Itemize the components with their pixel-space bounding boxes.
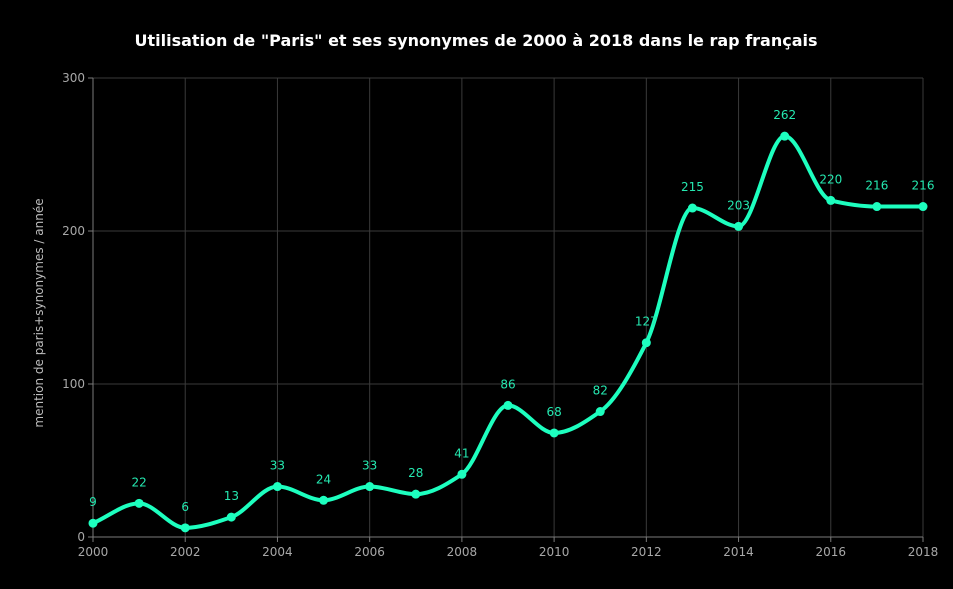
y-tick-label: 300 bbox=[62, 71, 85, 85]
data-point-2010[interactable] bbox=[549, 428, 559, 438]
data-label: 215 bbox=[681, 180, 704, 194]
x-tick-label: 2008 bbox=[447, 545, 478, 559]
data-label: 68 bbox=[546, 405, 561, 419]
data-point-2013[interactable] bbox=[687, 203, 697, 213]
data-label: 82 bbox=[593, 384, 608, 398]
data-label: 6 bbox=[181, 500, 189, 514]
data-label: 24 bbox=[316, 472, 331, 486]
data-points bbox=[88, 131, 928, 533]
data-label: 33 bbox=[270, 459, 285, 473]
data-point-2004[interactable] bbox=[272, 482, 282, 492]
data-point-2001[interactable] bbox=[134, 498, 144, 508]
data-label: 216 bbox=[865, 179, 888, 193]
axes bbox=[88, 77, 924, 542]
data-point-2016[interactable] bbox=[826, 195, 836, 205]
data-point-2009[interactable] bbox=[503, 400, 513, 410]
y-tick-label: 100 bbox=[62, 377, 85, 391]
data-point-2005[interactable] bbox=[319, 495, 329, 505]
data-point-2011[interactable] bbox=[595, 407, 605, 417]
x-tick-label: 2006 bbox=[354, 545, 385, 559]
y-axis-tick-labels: 0 100 200 300 bbox=[62, 71, 85, 544]
data-label: 220 bbox=[819, 172, 842, 186]
data-label: 127 bbox=[635, 315, 658, 329]
data-point-2008[interactable] bbox=[457, 469, 467, 479]
data-label: 86 bbox=[500, 377, 515, 391]
data-label: 262 bbox=[773, 108, 796, 122]
data-point-2012[interactable] bbox=[641, 338, 651, 348]
y-axis-title: mention de paris+synonymes / année bbox=[32, 198, 46, 427]
data-label: 13 bbox=[224, 489, 239, 503]
data-point-2003[interactable] bbox=[226, 512, 236, 522]
data-point-2006[interactable] bbox=[365, 482, 375, 492]
data-label: 41 bbox=[454, 446, 469, 460]
y-tick-label: 0 bbox=[77, 530, 85, 544]
y-tick-label: 200 bbox=[62, 224, 85, 238]
x-tick-label: 2010 bbox=[539, 545, 570, 559]
x-tick-label: 2014 bbox=[723, 545, 754, 559]
data-point-2000[interactable] bbox=[88, 518, 98, 528]
data-point-2007[interactable] bbox=[411, 489, 421, 499]
data-label: 28 bbox=[408, 466, 423, 480]
data-label: 203 bbox=[727, 198, 750, 212]
data-label: 216 bbox=[912, 179, 935, 193]
data-label: 33 bbox=[362, 459, 377, 473]
x-tick-label: 2000 bbox=[78, 545, 109, 559]
data-label: 22 bbox=[131, 475, 146, 489]
data-point-2018[interactable] bbox=[918, 202, 928, 212]
x-axis-tick-labels: 2000 2002 2004 2006 2008 2010 2012 2014 2016 2018 bbox=[78, 545, 939, 559]
x-tick-label: 2012 bbox=[631, 545, 662, 559]
data-labels: 9 22 6 13 33 24 33 28 41 86 68 82 127 215 203 262 220 216… bbox=[89, 108, 934, 514]
data-label: 9 bbox=[89, 495, 97, 509]
x-tick-label: 2016 bbox=[816, 545, 847, 559]
data-point-2015[interactable] bbox=[780, 131, 790, 141]
x-tick-label: 2002 bbox=[170, 545, 201, 559]
chart-title: Utilisation de "Paris" et ses synonymes … bbox=[134, 31, 817, 50]
data-point-2014[interactable] bbox=[734, 221, 744, 231]
x-tick-label: 2004 bbox=[262, 545, 293, 559]
data-point-2017[interactable] bbox=[872, 202, 882, 212]
data-point-2002[interactable] bbox=[180, 523, 190, 533]
x-tick-label: 2018 bbox=[908, 545, 939, 559]
